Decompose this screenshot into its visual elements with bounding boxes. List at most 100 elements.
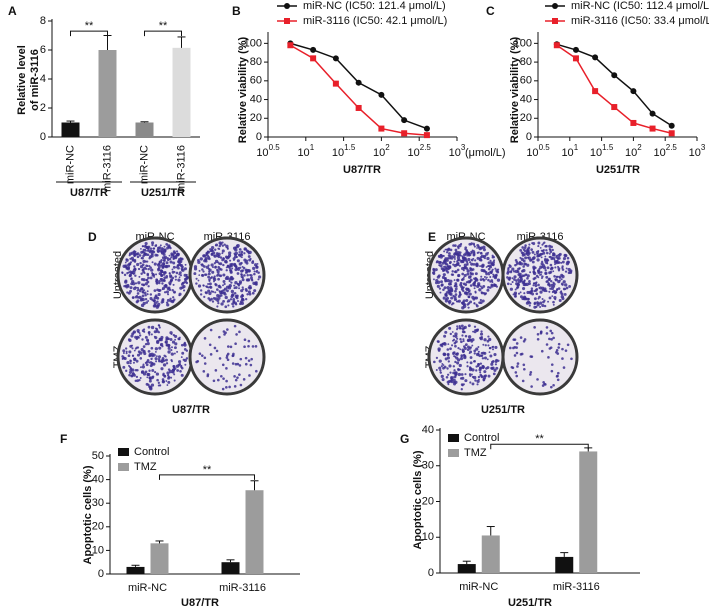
colony [167, 293, 170, 296]
colony [466, 365, 469, 368]
colony [459, 377, 463, 380]
colony [445, 296, 450, 300]
colony [236, 376, 239, 379]
colony [491, 346, 494, 349]
x-tick-label: miR-3116 [175, 145, 187, 192]
y-axis-label: Apoptotic cells (%) [82, 465, 94, 564]
colony [127, 354, 131, 358]
colony [443, 334, 447, 338]
colony [181, 351, 185, 355]
colony [493, 259, 496, 262]
colony [532, 270, 536, 274]
colony [510, 283, 512, 286]
colony [125, 352, 128, 355]
colony [442, 364, 445, 367]
colony [240, 289, 244, 293]
colony [466, 303, 469, 306]
colony [133, 265, 136, 268]
marker [378, 91, 385, 98]
colony [516, 286, 519, 290]
colony [479, 371, 482, 374]
colony [509, 287, 513, 291]
colony [477, 350, 480, 353]
x-tick-label: 101.5 [332, 143, 356, 159]
colony [145, 278, 149, 282]
colony [463, 345, 466, 348]
colony [459, 251, 462, 254]
colony [462, 339, 465, 343]
colony [202, 270, 205, 273]
colony [151, 261, 154, 264]
colony [531, 260, 535, 264]
colony [448, 261, 452, 265]
panel-letter: E [428, 230, 436, 244]
colony [475, 347, 479, 351]
colony [223, 287, 227, 291]
colony [142, 270, 146, 274]
colony [143, 330, 146, 333]
marker [649, 110, 656, 117]
colony [243, 247, 247, 251]
colony [167, 264, 171, 268]
colony [485, 252, 489, 256]
colony [518, 260, 522, 264]
colony [149, 387, 153, 391]
y-tick-label: 0 [40, 131, 46, 143]
colony [166, 258, 170, 262]
colony [222, 257, 226, 261]
colony [487, 374, 491, 378]
colony [512, 346, 515, 350]
colony [250, 357, 253, 361]
x-tick-label: 100.5 [526, 143, 550, 159]
colony [156, 300, 159, 303]
colony [436, 275, 440, 279]
colony [207, 289, 211, 293]
y-tick-label: 10 [422, 531, 434, 543]
colony [185, 349, 189, 352]
colony [234, 342, 237, 346]
colony [545, 258, 549, 262]
colony [244, 356, 248, 360]
colony [432, 271, 435, 275]
colony [122, 349, 126, 353]
colony [232, 298, 236, 301]
colony [208, 298, 212, 302]
colony [173, 352, 176, 355]
colony [446, 286, 450, 290]
colony [180, 364, 183, 367]
colony [145, 363, 149, 367]
colony [486, 256, 490, 261]
colony [208, 291, 212, 296]
colony [234, 281, 238, 285]
panel-letter: C [486, 4, 495, 18]
colony [461, 277, 465, 281]
colony [528, 279, 531, 283]
colony [238, 248, 242, 251]
colony [144, 294, 147, 297]
colony [480, 252, 483, 255]
colony [168, 254, 171, 257]
colony [567, 271, 571, 275]
x-tick-label: miR-NC [138, 145, 150, 184]
colony [434, 281, 438, 285]
colony [563, 253, 567, 257]
colony [148, 354, 151, 357]
colony [447, 360, 450, 363]
colony [222, 279, 226, 283]
colony [440, 365, 443, 368]
colony [523, 253, 526, 257]
colony [144, 370, 148, 374]
colony [452, 294, 455, 298]
colony [555, 256, 558, 259]
colony [147, 331, 151, 334]
colony [233, 375, 236, 378]
colony [227, 253, 232, 258]
x-tick-label: 102.5 [408, 143, 432, 159]
colony [476, 379, 480, 384]
colony [476, 243, 480, 247]
colony [147, 285, 150, 288]
colony [180, 356, 183, 359]
colony [247, 252, 250, 255]
colony [222, 299, 225, 303]
